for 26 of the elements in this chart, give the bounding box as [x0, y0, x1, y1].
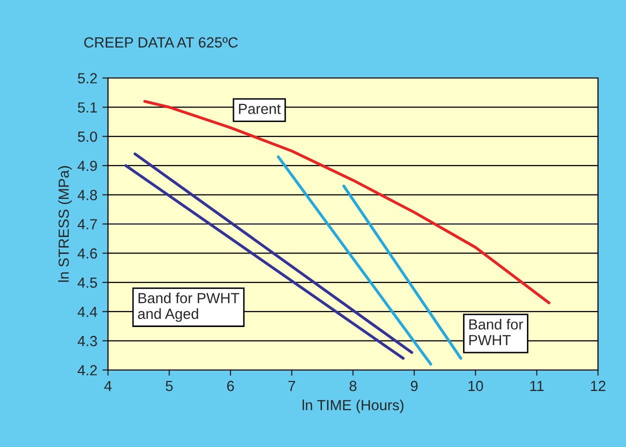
x-tick-label: 6 — [227, 380, 234, 392]
x-tick-label: 8 — [350, 380, 356, 392]
y-tick-label: 4.7 — [78, 219, 97, 230]
y-tick-label: 4.9 — [78, 160, 97, 172]
y-tick-label: 4.6 — [78, 248, 97, 259]
y-tick-label: 4.4 — [78, 306, 98, 317]
y-tick-label: 4.8 — [78, 190, 97, 200]
annotation: Band for PWHT — [469, 318, 524, 346]
chart-title: CREEP DATA AT 625ºC — [84, 37, 238, 48]
y-tick-label: 4.2 — [78, 365, 97, 376]
x-tick-label: 11 — [530, 380, 544, 391]
y-tick-label: 4.3 — [78, 336, 97, 346]
x-tick-label: 10 — [468, 380, 484, 392]
y-tick-label: 5.0 — [78, 132, 98, 142]
y-tick-label: 4.5 — [78, 278, 97, 288]
x-tick-label: 5 — [166, 380, 173, 392]
x-tick-label: 12 — [591, 380, 606, 391]
annotation: Parent — [239, 104, 281, 114]
y-tick-label: 5.2 — [78, 73, 97, 84]
annotation: Band for PWHT and Aged — [138, 292, 240, 322]
x-tick-label: 9 — [410, 380, 418, 392]
x-axis-title: ln TIME (Hours) — [302, 400, 404, 414]
x-tick-label: 7 — [288, 380, 296, 391]
y-axis-title: ln STRESS (MPa) — [58, 166, 72, 282]
x-tick-label: 4 — [104, 380, 112, 391]
y-tick-label: 5.1 — [78, 102, 97, 113]
